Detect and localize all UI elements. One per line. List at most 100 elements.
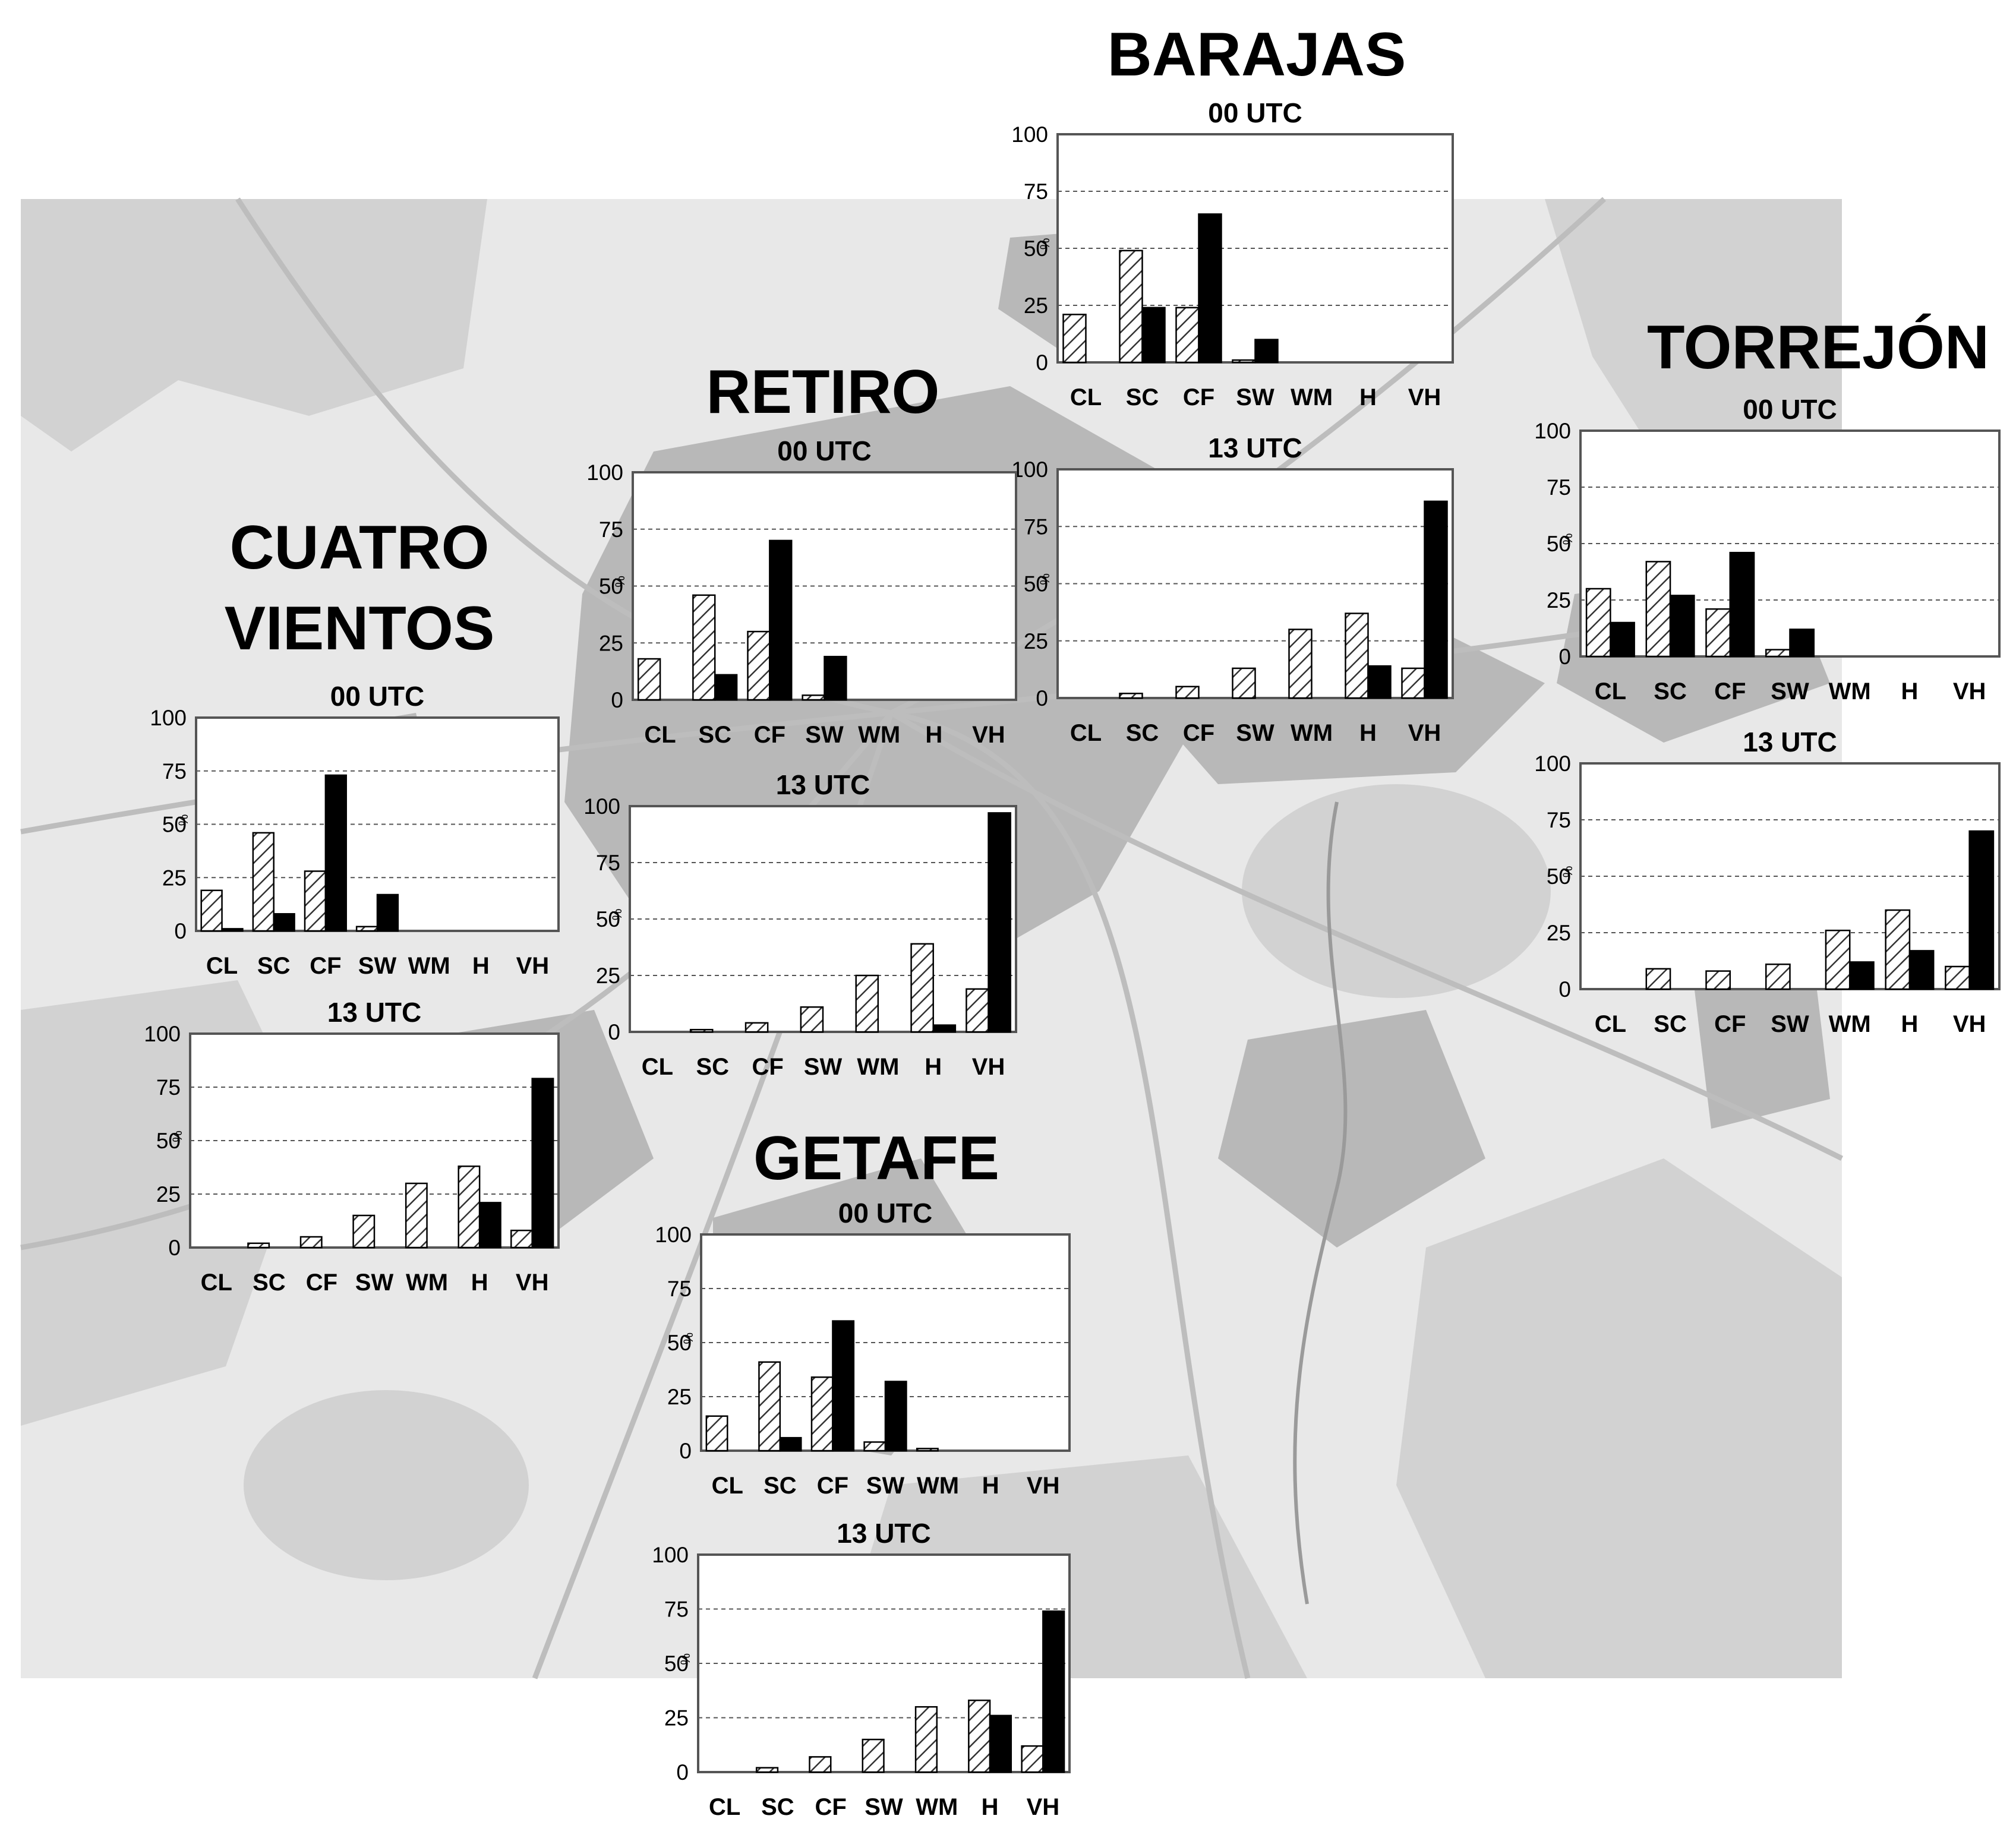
x-tick-label: SW [1771,1011,1809,1037]
bar-solid-sc [273,913,295,932]
x-tick-label: CF [754,722,785,748]
bar-hatched-wm [916,1448,939,1452]
y-tick-label: 25 [667,1385,692,1409]
y-tick-label: 100 [586,460,623,485]
y-tick-label: 75 [1547,475,1571,500]
bar-hatched-sw [352,1214,376,1249]
bar-solid-h [932,1024,957,1033]
bar-solid-cf [832,1320,855,1452]
bar-hatched-sc [758,1361,781,1452]
y-tick-label: 0 [676,1760,689,1785]
chart-retiro-13-utc: 0 25 50 75 100% 13 UTC CL SC CF SW WM H VH [583,769,1017,1080]
x-tick-label: WM [1829,1011,1871,1037]
bar-hatched-cf [1705,608,1731,658]
y-tick-label: 100 [583,794,620,819]
x-tick-label: CF [310,953,341,979]
y-tick-label: 50 [156,1129,181,1153]
bar-solid-cf [769,539,793,701]
chart-torrejon-00-utc: 0 25 50 75 100% 00 UTC CL SC CF SW WM H VH [1534,394,2001,705]
bar-solid-sw [1789,629,1815,658]
y-tick-label: 25 [1024,629,1048,653]
bar-solid-vh [1042,1610,1065,1773]
x-tick-label: SW [804,1054,843,1080]
y-tick-label: 100 [144,1022,181,1046]
bar-solid-h [989,1714,1012,1773]
y-tick-label: 75 [1024,514,1048,539]
bar-hatched-h [458,1165,481,1249]
y-tick-label: 75 [1547,808,1571,832]
x-tick-label: WM [857,1054,899,1080]
bar-hatched-sw [1232,359,1256,364]
x-tick-label: CF [1714,1011,1746,1037]
x-tick-label: CF [815,1794,847,1820]
station-title-getafe: GETAFE [695,1128,1058,1189]
bar-hatched-wm [1288,629,1313,699]
x-tick-label: CL [644,722,676,748]
bar-hatched-sc [1119,250,1143,364]
x-tick-label: CF [1183,384,1214,410]
bar-solid-cf [324,774,347,932]
x-tick-label: SC [1654,678,1687,705]
bar-hatched-vh [1021,1745,1044,1773]
y-tick-label: 25 [1024,293,1048,318]
y-tick-label: 25 [599,631,623,655]
y-tick-label: 0 [1558,645,1571,669]
x-tick-label: SC [761,1794,794,1820]
chart-subtitle: 13 UTC [1208,432,1302,463]
bar-hatched-cl [1062,314,1087,364]
x-tick-label: VH [1027,1473,1060,1499]
x-tick-label: H [1359,720,1377,746]
station-title-retiro: RETIRO [642,361,1004,423]
chart-subtitle: 13 UTC [837,1518,930,1549]
x-tick-label: SW [1771,678,1809,705]
bar-hatched-sw [1765,963,1791,990]
bar-solid-sc [779,1436,802,1452]
bar-solid-cl [221,928,244,932]
y-axis-label: % [1037,238,1052,250]
bar-hatched-vh [1945,965,1970,990]
bar-hatched-cf [1705,970,1731,990]
bar-hatched-sc [1645,968,1671,990]
x-tick-label: SC [696,1054,729,1080]
bar-hatched-sc [1645,561,1671,658]
bar-hatched-sw [800,1006,824,1033]
bar-hatched-cf [810,1376,834,1452]
map-river [1293,801,1348,1605]
x-tick-label: CL [201,1270,232,1296]
station-title-torrejon: TORREJÓN [1613,317,2016,378]
y-axis-label: % [170,1131,185,1142]
chart-subtitle: 00 UTC [838,1198,932,1229]
y-tick-label: 0 [168,1236,181,1260]
y-tick-label: 0 [1036,686,1048,710]
station-name-line: CUATRO [229,513,490,582]
bar-hatched-wm [855,974,879,1033]
bar-solid-wm [1848,961,1875,990]
x-tick-label: WM [1829,678,1871,705]
bar-hatched-wm [405,1182,428,1249]
y-tick-label: 0 [679,1439,692,1463]
x-tick-label: WM [406,1270,448,1296]
y-tick-label: 25 [596,964,620,988]
y-axis-label: % [1037,573,1052,585]
bar-solid-sc [1141,307,1166,364]
bar-solid-sw [824,655,847,701]
y-tick-label: 50 [664,1651,689,1676]
x-tick-label: SW [355,1270,394,1296]
y-tick-label: 50 [1547,532,1571,556]
y-tick-label: 50 [162,813,187,837]
x-tick-label: H [472,953,490,979]
bar-hatched-sw [863,1441,886,1452]
x-tick-label: VH [972,1054,1005,1080]
station-name-line: VIENTOS [224,594,495,663]
chart-cuatro-vientos-00-utc: 0 25 50 75 100% 00 UTC CL SC CF SW WM H VH [150,681,560,979]
bar-solid-vh [1968,830,1995,990]
bar-hatched-cf [744,1022,769,1033]
bar-solid-h [478,1202,501,1249]
bar-hatched-vh [966,988,989,1033]
y-tick-label: 75 [599,517,623,542]
x-tick-label: SW [1236,720,1274,746]
bar-hatched-sw [1765,649,1791,658]
x-tick-label: SW [805,722,844,748]
chart-cuatro-vientos-13-utc: 0 25 50 75 100% 13 UTC CL SC CF SW WM H VH [144,997,560,1296]
